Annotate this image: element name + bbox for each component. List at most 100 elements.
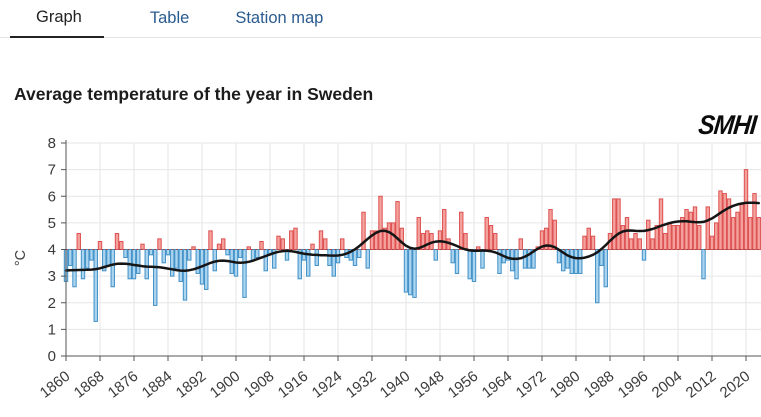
bar-1996[interactable]	[641, 249, 647, 261]
bar-1896[interactable]	[216, 243, 222, 250]
bar-1930[interactable]	[361, 211, 366, 250]
bar-1922[interactable]	[327, 249, 332, 266]
bar-1865[interactable]	[85, 249, 90, 269]
bar-1936[interactable]	[386, 222, 392, 251]
bar-1868[interactable]	[97, 241, 103, 251]
bar-1992[interactable]	[624, 217, 630, 251]
bar-1960[interactable]	[488, 225, 494, 250]
bar-1997[interactable]	[646, 219, 651, 250]
bar-1879[interactable]	[144, 249, 149, 280]
bar-1861[interactable]	[68, 249, 73, 266]
bar-1925[interactable]	[340, 238, 345, 250]
bar-2012[interactable]	[709, 235, 715, 251]
bar-1921[interactable]	[323, 238, 328, 250]
bar-1932[interactable]	[369, 230, 375, 250]
bar-1906[interactable]	[259, 241, 264, 251]
bar-1943[interactable]	[416, 217, 421, 251]
bar-1867[interactable]	[93, 249, 98, 322]
bar-1885[interactable]	[170, 249, 175, 277]
bar-1889[interactable]	[187, 249, 192, 261]
bar-1989[interactable]	[612, 198, 617, 251]
bar-1903[interactable]	[246, 246, 251, 250]
bar-1893[interactable]	[204, 249, 209, 290]
bar-1901[interactable]	[238, 249, 243, 258]
bar-1881[interactable]	[153, 249, 158, 306]
tab-station-map[interactable]: Station map	[235, 8, 324, 27]
bar-1951[interactable]	[450, 249, 455, 264]
bar-1890[interactable]	[191, 246, 196, 250]
bar-1904[interactable]	[250, 249, 256, 261]
bar-1928[interactable]	[352, 249, 358, 266]
tab-graph[interactable]: Graph	[10, 8, 104, 38]
bar-1929[interactable]	[357, 249, 362, 258]
bar-1891[interactable]	[195, 249, 200, 274]
bar-1953[interactable]	[459, 211, 464, 250]
bar-1974[interactable]	[548, 209, 553, 250]
bar-1968[interactable]	[522, 249, 528, 269]
bar-2002[interactable]	[667, 222, 672, 251]
bar-1866[interactable]	[89, 249, 94, 261]
temperature-chart[interactable]: 0 1 2 3 4 5 6 7 8 1860 1868 1876 1884 1892 1900 1908 191…	[0, 130, 761, 412]
bar-1897[interactable]	[221, 238, 226, 250]
bar-1993[interactable]	[629, 238, 634, 250]
bar-1913[interactable]	[289, 230, 294, 250]
bar-1980[interactable]	[573, 249, 579, 274]
bar-1938[interactable]	[395, 201, 400, 250]
bar-1967[interactable]	[518, 238, 523, 250]
bar-1933[interactable]	[374, 230, 379, 250]
bar-2014[interactable]	[718, 190, 723, 250]
bar-2010[interactable]	[701, 249, 706, 280]
bar-1927[interactable]	[348, 249, 353, 261]
bar-1907[interactable]	[263, 249, 268, 272]
bar-2008[interactable]	[692, 206, 698, 250]
bar-1888[interactable]	[182, 249, 188, 301]
bar-2011[interactable]	[705, 206, 710, 250]
bar-1975[interactable]	[552, 219, 557, 250]
bar-1898[interactable]	[225, 249, 230, 256]
bar-1872[interactable]	[114, 233, 120, 250]
bar-1981[interactable]	[578, 249, 583, 274]
bar-1911[interactable]	[280, 238, 285, 250]
bar-1983[interactable]	[586, 227, 591, 250]
bar-1919[interactable]	[314, 249, 319, 266]
bar-2020[interactable]	[743, 169, 749, 251]
bar-1959[interactable]	[484, 217, 489, 251]
bar-1942[interactable]	[412, 249, 417, 298]
bar-1945[interactable]	[425, 230, 430, 250]
bar-1910[interactable]	[276, 235, 281, 251]
bar-2003[interactable]	[671, 225, 676, 250]
tab-table[interactable]: Table	[149, 8, 190, 27]
bar-1986[interactable]	[599, 249, 604, 266]
bar-2017[interactable]	[731, 217, 736, 251]
bar-2013[interactable]	[714, 222, 719, 251]
bar-1874[interactable]	[123, 249, 128, 258]
bar-1978[interactable]	[565, 249, 570, 269]
bar-2016[interactable]	[726, 198, 732, 251]
bar-2022[interactable]	[752, 193, 757, 250]
bar-2023[interactable]	[756, 217, 761, 251]
bar-1934[interactable]	[378, 195, 383, 250]
bar-1905[interactable]	[255, 249, 260, 258]
bar-1863[interactable]	[76, 233, 81, 250]
bar-2006[interactable]	[684, 209, 689, 250]
bar-1962[interactable]	[497, 249, 502, 274]
bar-1990[interactable]	[616, 198, 621, 251]
bar-1914[interactable]	[293, 227, 298, 250]
bar-1862[interactable]	[72, 249, 77, 288]
bar-1878[interactable]	[140, 243, 145, 250]
bar-1870[interactable]	[106, 249, 111, 266]
bar-2007[interactable]	[688, 211, 693, 250]
bar-1920[interactable]	[318, 230, 324, 250]
bar-1965[interactable]	[510, 249, 515, 272]
bar-1984[interactable]	[590, 235, 596, 251]
bar-1940[interactable]	[403, 249, 409, 293]
bar-1873[interactable]	[119, 241, 124, 251]
bar-1961[interactable]	[493, 233, 498, 250]
bar-1941[interactable]	[408, 249, 413, 296]
bar-1918[interactable]	[310, 243, 315, 250]
bar-1871[interactable]	[110, 249, 115, 288]
bar-1886[interactable]	[174, 249, 179, 269]
bar-1998[interactable]	[650, 238, 655, 250]
bar-1883[interactable]	[161, 249, 166, 264]
bar-1955[interactable]	[467, 249, 472, 280]
